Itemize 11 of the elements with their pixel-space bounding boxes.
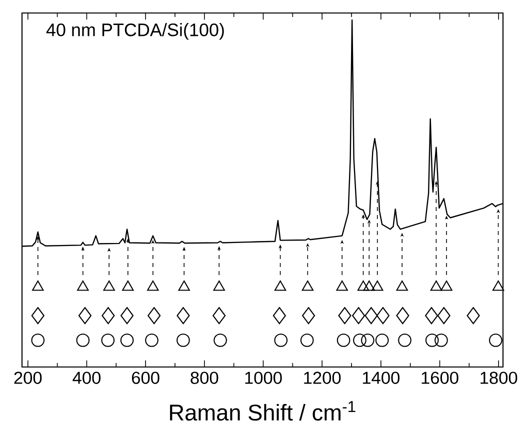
x-tick-label: 600 (132, 372, 160, 384)
x-tick-label: 1600 (422, 372, 458, 384)
x-tick-label: 1200 (304, 372, 341, 384)
x-tick-label: 1800 (480, 372, 518, 384)
x-tick-label: 800 (190, 372, 218, 384)
chart-title: 40 nm PTCDA/Si(100) (46, 23, 224, 40)
x-tick-label: 1400 (362, 372, 400, 384)
x-tick-label: 200 (14, 372, 42, 384)
x-tick-label: 400 (72, 372, 101, 384)
x-tick-label: 1000 (245, 372, 282, 384)
x-axis-title: Raman Shift / cm$^{-1}$ (170, 401, 356, 421)
